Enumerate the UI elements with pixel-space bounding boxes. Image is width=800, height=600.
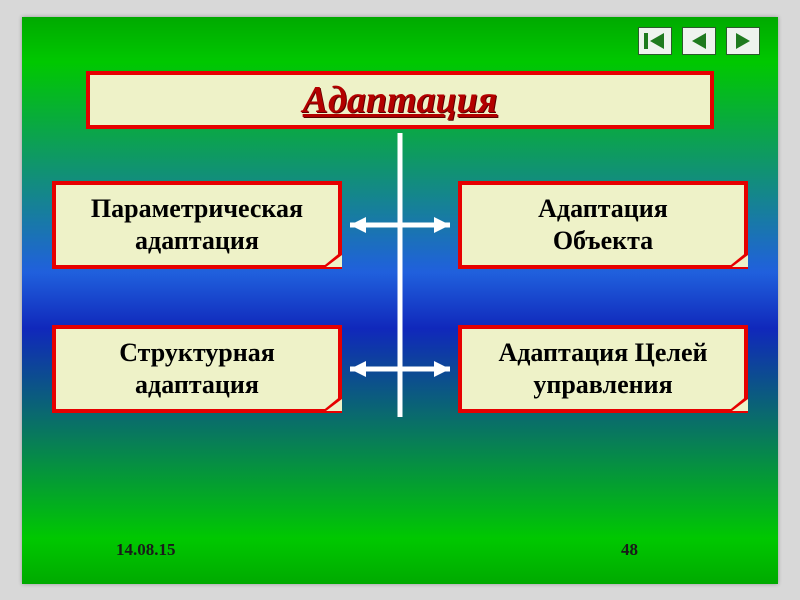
footer-date: 14.08.15 [116, 540, 176, 560]
slide: Адаптация Параметрическая адаптация Адап… [22, 17, 778, 584]
dogear-icon [320, 395, 342, 413]
box-line2: Объекта [553, 226, 653, 255]
nav-prev-button[interactable] [682, 27, 716, 55]
box-line2: адаптация [135, 226, 259, 255]
box-text: Структурная адаптация [119, 337, 275, 399]
box-line2: адаптация [135, 370, 259, 399]
footer-page-number: 48 [621, 540, 638, 560]
dogear-icon [726, 395, 748, 413]
first-icon [644, 33, 666, 49]
dogear-icon [320, 251, 342, 269]
next-icon [734, 33, 752, 49]
box-line1: Адаптация Целей [498, 338, 707, 367]
box-line2: управления [533, 370, 672, 399]
box-line1: Параметрическая [91, 194, 303, 223]
nav-first-button[interactable] [638, 27, 672, 55]
box-text: Параметрическая адаптация [91, 193, 303, 255]
box-line1: Адаптация [538, 194, 668, 223]
nav-buttons [638, 27, 760, 55]
nav-next-button[interactable] [726, 27, 760, 55]
dogear-icon [726, 251, 748, 269]
box-parametric: Параметрическая адаптация [52, 181, 342, 269]
box-text: Адаптация Объекта [538, 193, 668, 255]
title-text: Адаптация [303, 78, 498, 122]
box-line1: Структурная [119, 338, 275, 367]
box-structural: Структурная адаптация [52, 325, 342, 413]
box-object: Адаптация Объекта [458, 181, 748, 269]
box-goals: Адаптация Целей управления [458, 325, 748, 413]
title-box: Адаптация [86, 71, 714, 129]
box-text: Адаптация Целей управления [498, 337, 707, 399]
prev-icon [690, 33, 708, 49]
